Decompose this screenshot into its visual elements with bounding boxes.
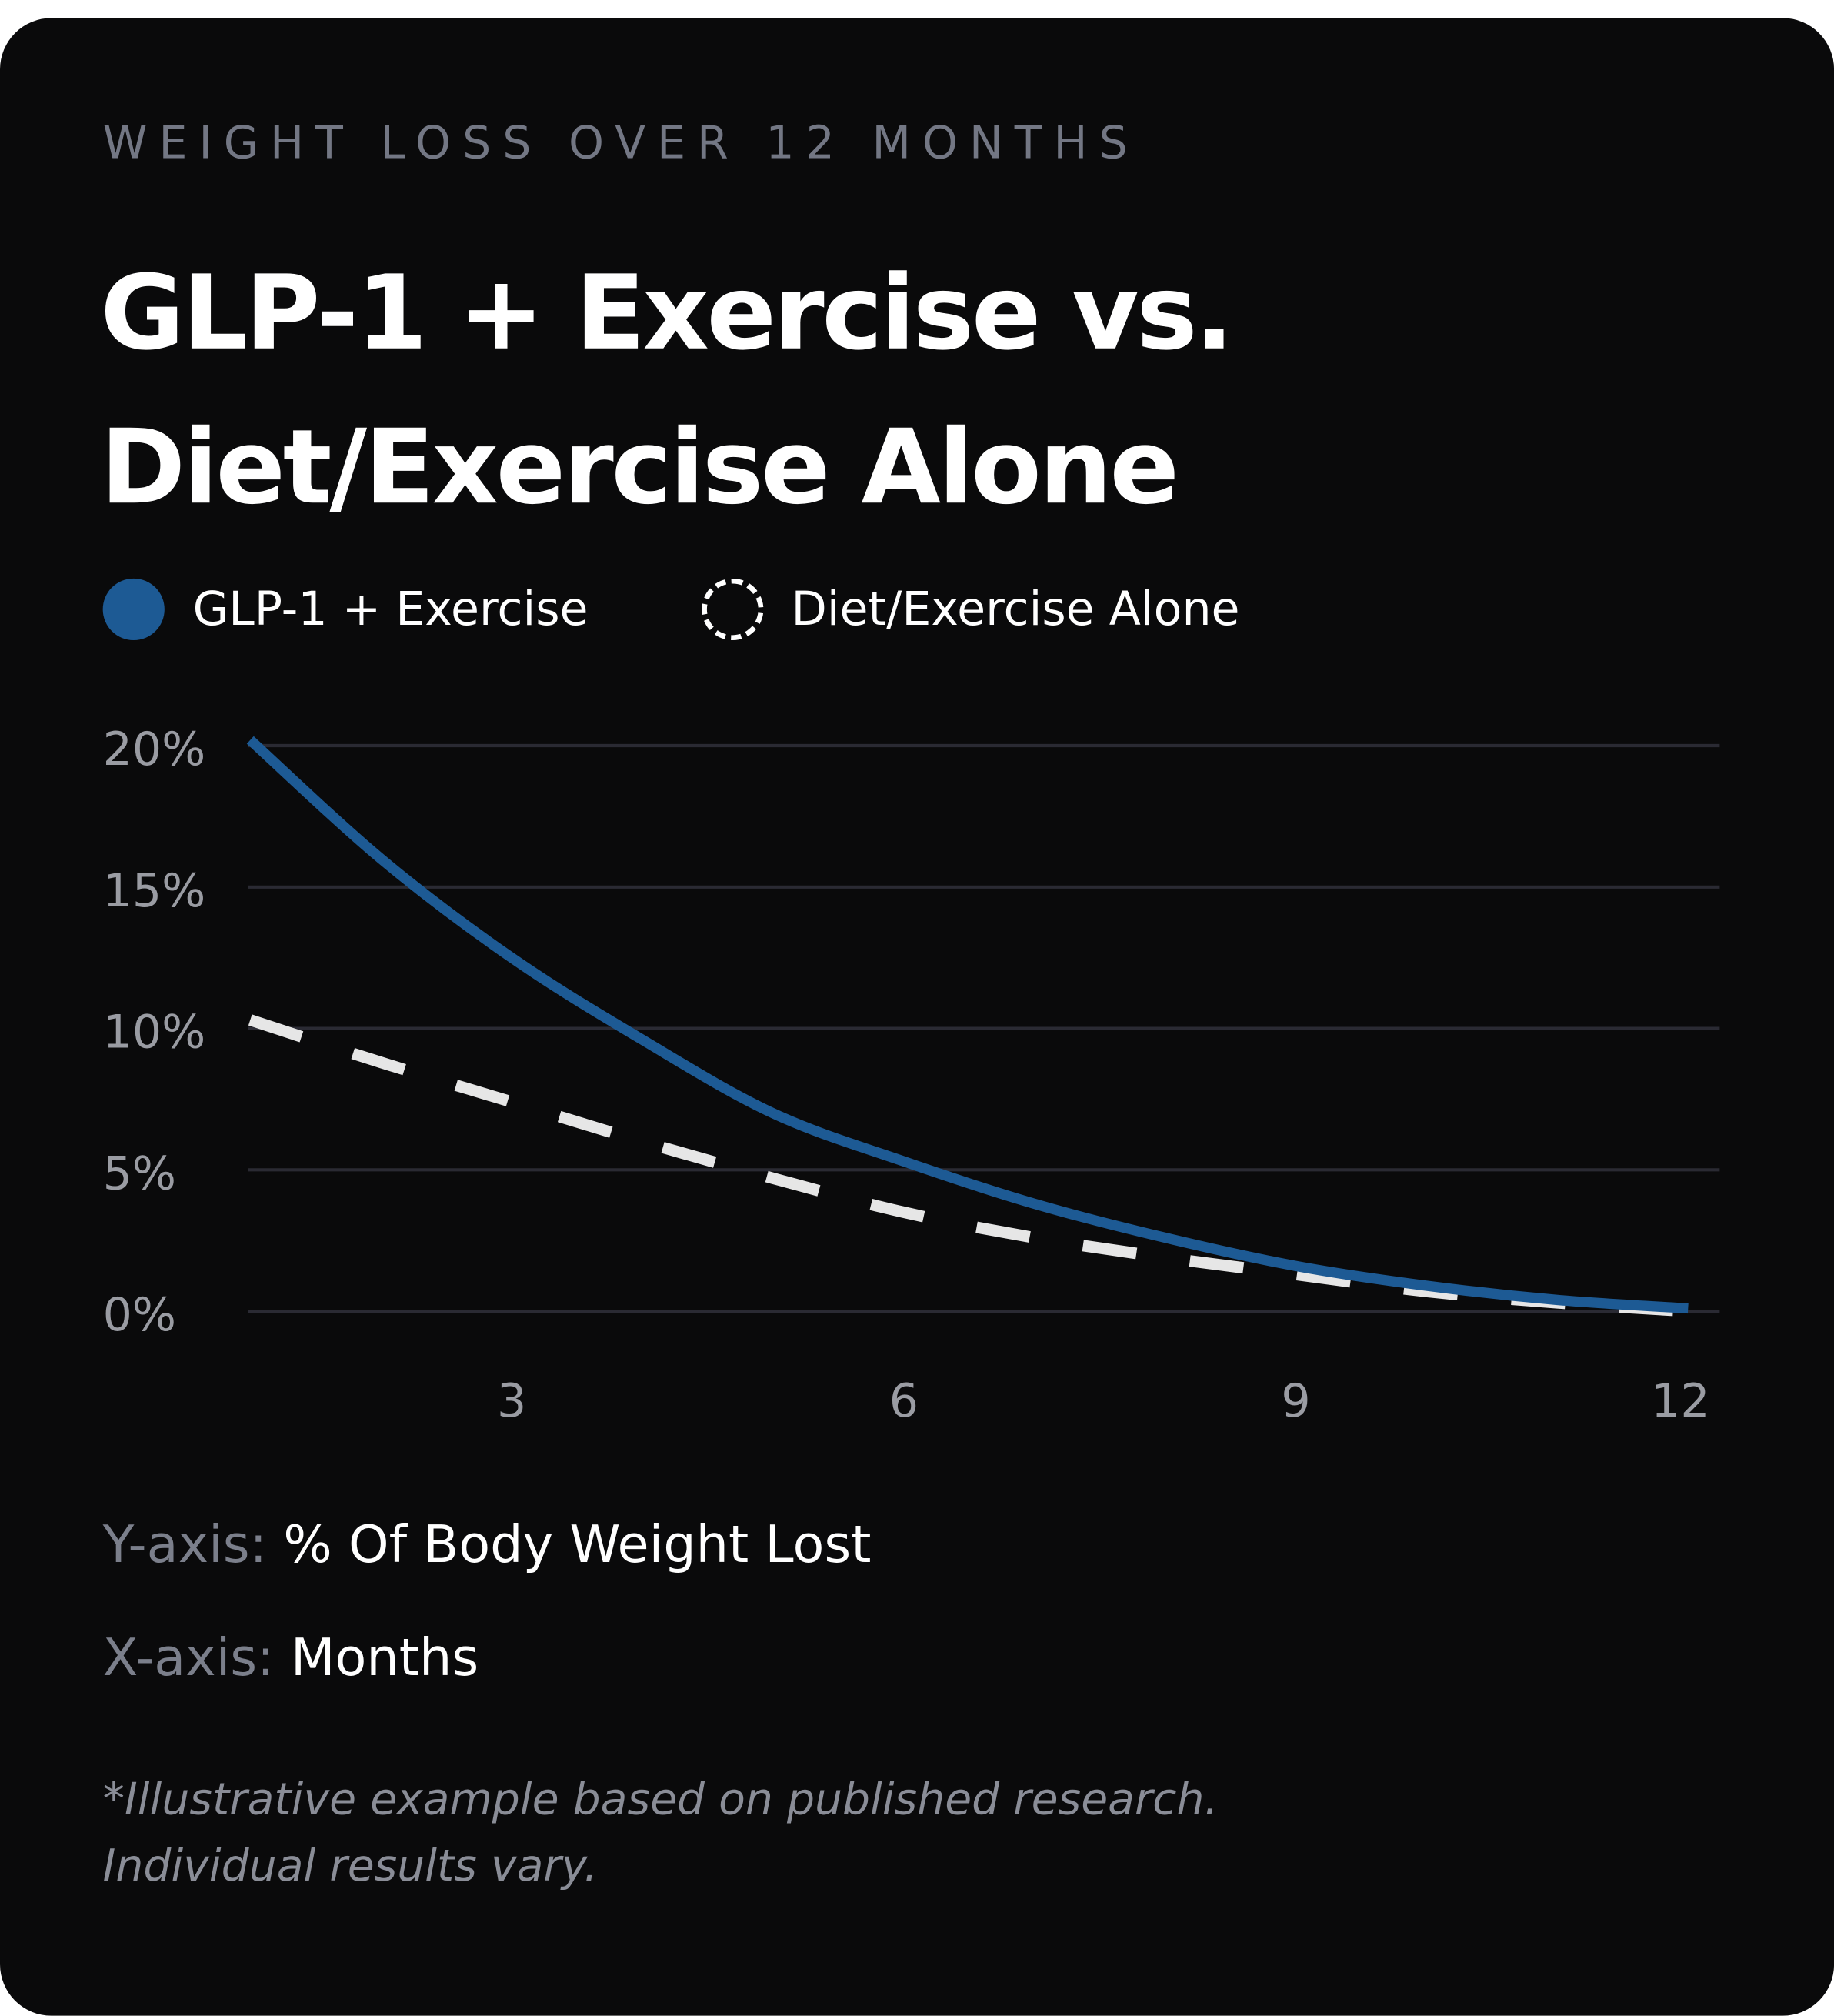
footnote: *Illustrative example based on published… — [103, 1767, 1219, 1901]
footnote-line-2: Individual results vary. — [102, 1841, 599, 1893]
y-axis-key: Y-axis: — [102, 1515, 268, 1575]
legend-solid-dot-icon — [102, 578, 165, 641]
series-line-glp1-exercise — [246, 736, 1689, 1314]
y-axis-label: % Of Body Weight Lost — [283, 1515, 872, 1575]
y-tick-label: 5% — [103, 1147, 176, 1200]
x-axis-label: Months — [290, 1628, 479, 1688]
series-line-diet-exercise — [248, 1014, 1689, 1317]
x-tick-label: 3 — [497, 1374, 526, 1428]
legend: GLP-1 + Exercise Diet/Exercise Alone — [102, 578, 1240, 641]
x-axis-note: X-axis: Months — [103, 1629, 479, 1688]
footnote-line-1: *Illustrative example based on published… — [102, 1774, 1219, 1826]
y-tick-label: 15% — [103, 864, 206, 918]
legend-label-glp1: GLP-1 + Exercise — [192, 582, 589, 636]
legend-dashed-ring-icon — [701, 578, 763, 641]
legend-label-diet: Diet/Exercise Alone — [791, 582, 1240, 636]
x-axis-key: X-axis: — [102, 1628, 275, 1688]
chart-card: WEIGHT LOSS OVER 12 MONTHS GLP-1 + Exerc… — [0, 18, 1834, 2016]
x-tick-label: 6 — [889, 1374, 919, 1428]
title-line-2: Diet/Exercise Alone — [100, 407, 1179, 527]
y-axis-note: Y-axis: % Of Body Weight Lost — [103, 1516, 872, 1575]
y-tick-label: 20% — [103, 723, 206, 776]
y-tick-label: 0% — [103, 1288, 176, 1342]
title-line-1: GLP-1 + Exercise vs. — [100, 253, 1234, 373]
chart-title: GLP-1 + Exercise vs. Diet/Exercise Alone — [100, 236, 1234, 545]
x-tick-label: 9 — [1281, 1374, 1310, 1428]
line-chart: 20% 15% 10% 5% 0% 3 6 9 12 — [103, 723, 1720, 1428]
y-tick-label: 10% — [103, 1006, 206, 1060]
eyebrow: WEIGHT LOSS OVER 12 MONTHS — [102, 118, 1139, 170]
x-tick-label: 12 — [1651, 1374, 1710, 1428]
